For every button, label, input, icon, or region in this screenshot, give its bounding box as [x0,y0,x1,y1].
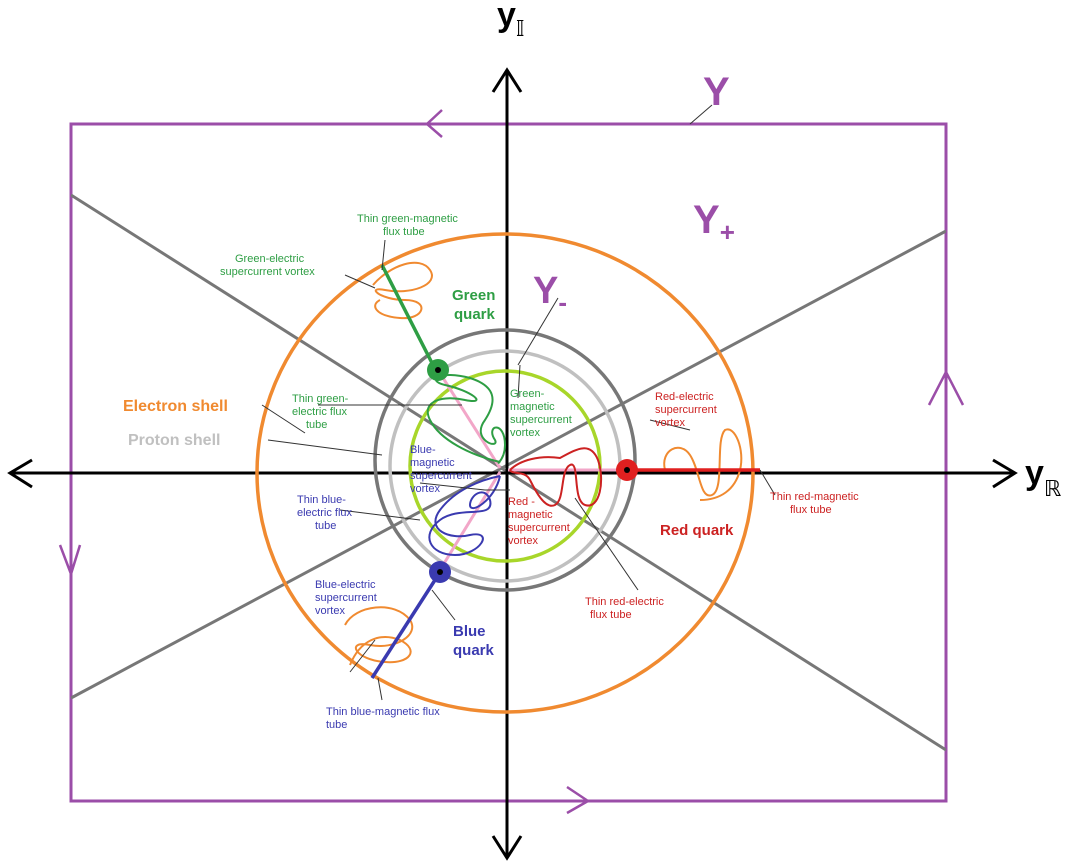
thin-blue-electric-label: Thin blue-electric flux tube [297,494,353,532]
green-vortex-scribble [426,374,507,464]
red-electric-vortex-label: Red-electric supercurrent vortex [655,391,717,429]
thin-green-electric-label: Thin green-electric flux tube [292,393,349,431]
axis-arrow-right-icon [992,458,1018,489]
green-magnetic-vortex-label: Green-magnetic supercurrent vortex [510,388,572,439]
y-minus-region-label: Y- [533,270,567,317]
thin-blue-magnetic-label: Thin blue-magnetic flux tube [326,706,440,731]
green-magnetic-tube [380,264,434,364]
y-horizontal-axis-label: yℝ [1025,454,1062,501]
arrow-down-icon [58,544,82,578]
red-quark-label: Red quark [660,522,734,539]
electron-shell-circle [255,232,755,714]
thin-red-magnetic-label: Thin red-magnetic flux tube [770,491,859,516]
axis-arrow-left-icon [7,458,33,489]
outer-grey-circle [373,328,637,592]
proton-shell-label: Proton shell [128,432,220,449]
y-plus-region-label: Y+ [693,198,735,247]
leader-lines [261,104,776,701]
arrow-right-icon [566,785,591,815]
y-vertical-axis-label: y𝕀 [497,0,525,41]
thin-green-magnetic-label: Thin green-magnetic flux tube [357,213,458,238]
arrow-up-icon [927,369,965,406]
y-region-label: Y [703,70,730,114]
red-electric-vortex-orange [663,428,743,501]
blue-quark-label: Blue quark [453,623,495,659]
axis-arrow-down-icon [491,835,523,861]
red-magnetic-vortex-label: Red -magnetic supercurrent vortex [508,496,570,547]
blue-electric-vortex-label: Blue-electric supercurrent vortex [315,579,377,617]
blue-electric-vortex-orange [344,606,414,666]
blue-magnetic-vortex-label: Blue-magnetic supercurrent vortex [410,444,472,495]
pink-tube-blue [438,471,502,571]
blue-vortex-scribble [428,475,501,557]
blue-magnetic-tube [370,579,437,679]
axis-arrow-up-icon [491,67,523,93]
green-electric-vortex-label: Green-electric supercurrent vortex [220,253,315,278]
green-electric-vortex-orange [372,261,433,320]
green-quark-label: Green quark [452,287,496,323]
arrow-left-icon [425,109,443,138]
electron-shell-label: Electron shell [123,398,228,415]
red-vortex-scribble [509,447,603,507]
thin-red-electric-label: Thin red-electric flux tube [585,596,664,621]
